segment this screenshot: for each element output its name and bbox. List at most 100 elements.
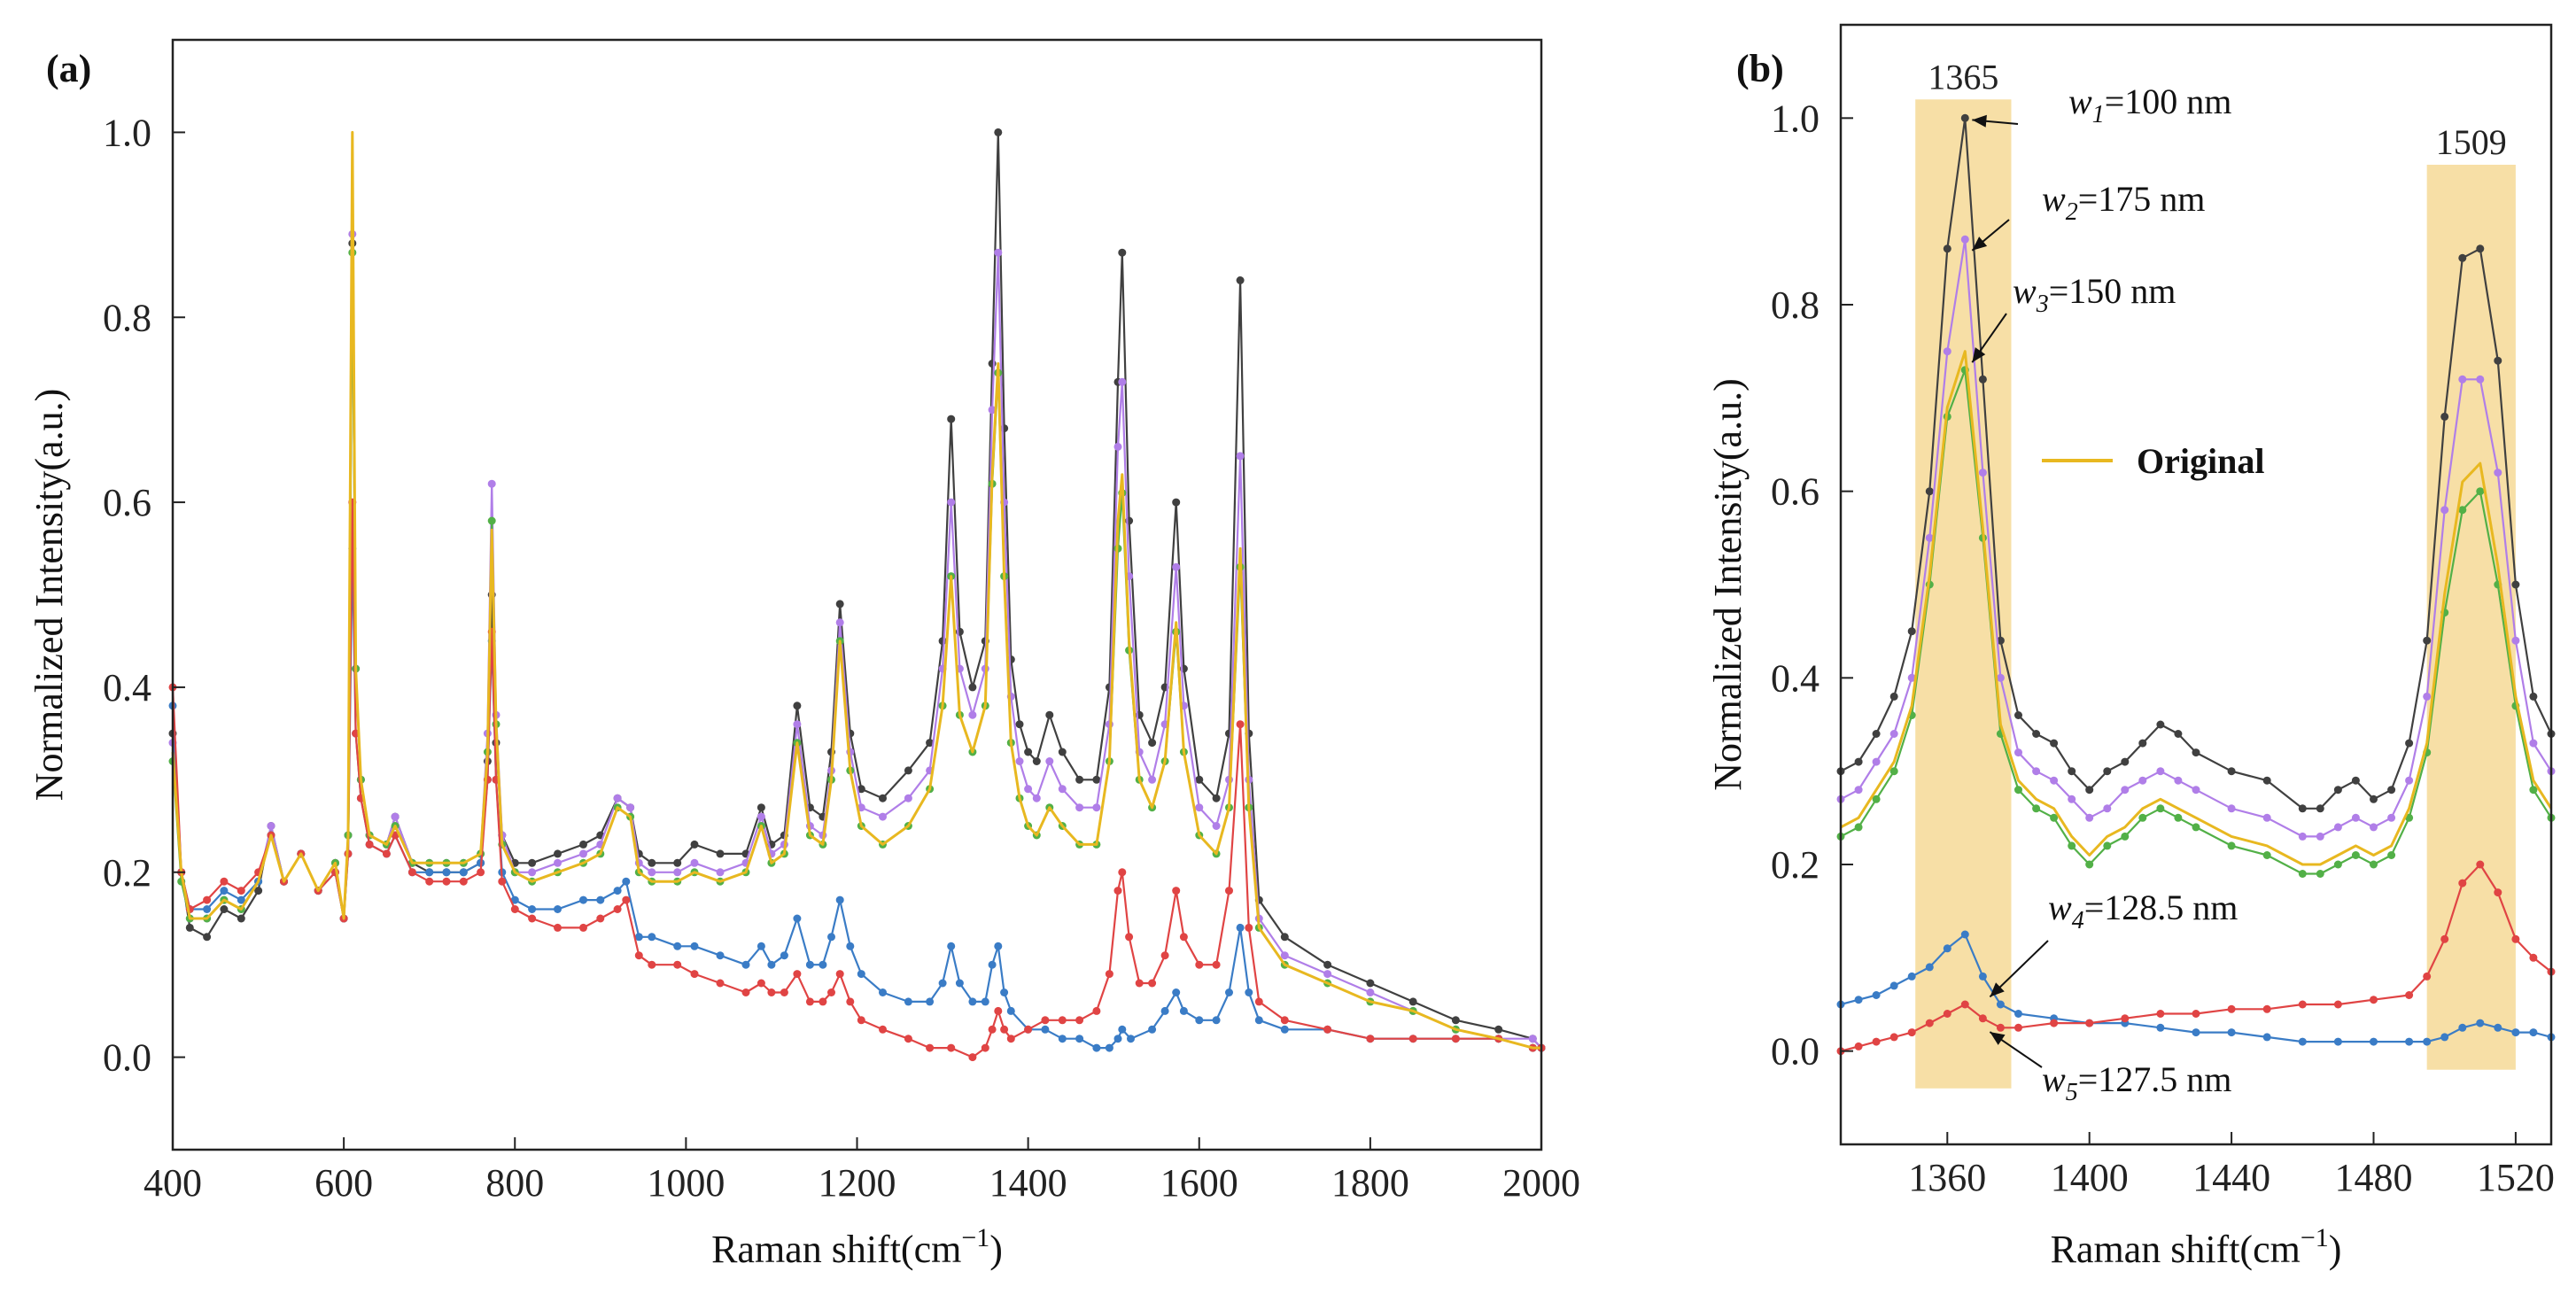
panel-a-point-w5 bbox=[716, 979, 725, 988]
panel-a-point-w5 bbox=[846, 997, 855, 1006]
panel-a-point-w5 bbox=[510, 905, 519, 913]
panel-b-xtick-label: 1480 bbox=[2335, 1156, 2413, 1199]
panel-b-point-w5 bbox=[2262, 1004, 2271, 1013]
panel-b-point-w3 bbox=[2316, 870, 2324, 878]
panel-b-point-w2 bbox=[2103, 804, 2112, 813]
panel-a-point-w5 bbox=[1254, 997, 1263, 1006]
panel-a-point-w5 bbox=[596, 914, 605, 923]
panel-b-point-w4 bbox=[1960, 930, 1969, 939]
panel-a-point-w5 bbox=[904, 1035, 912, 1043]
panel-b-ytick-label: 1.0 bbox=[1771, 97, 1819, 140]
panel-a-point-w1 bbox=[1092, 775, 1101, 784]
panel-b-point-w1 bbox=[2511, 580, 2520, 589]
panel-a-point-w5 bbox=[741, 988, 750, 996]
panel-b-series-w5 bbox=[1836, 860, 2556, 1056]
panel-a-point-w1 bbox=[1172, 498, 1181, 507]
panel-a-point-w5 bbox=[968, 1053, 977, 1062]
panel-a-point-w2 bbox=[1172, 562, 1181, 571]
panel-b-point-w1 bbox=[1889, 692, 1898, 701]
panel-b-point-w1 bbox=[2192, 748, 2200, 757]
panel-b-point-w2 bbox=[2333, 823, 2342, 832]
panel-b-point-w2 bbox=[2050, 776, 2059, 785]
panel-a-point-w4 bbox=[879, 988, 887, 996]
panel-a-point-w4 bbox=[1006, 1006, 1015, 1015]
panel-a-point-w4 bbox=[528, 905, 537, 913]
panel-b-point-w1 bbox=[2316, 804, 2324, 813]
panel-a-point-w5 bbox=[1075, 1016, 1084, 1025]
panel-b-point-w4 bbox=[2494, 1023, 2502, 1032]
panel-a-point-w1 bbox=[220, 905, 229, 913]
panel-a-point-w1 bbox=[1015, 720, 1024, 729]
panel-b-point-w3 bbox=[2174, 813, 2183, 822]
panel-a-point-w2 bbox=[1323, 970, 1332, 979]
panel-a-point-w5 bbox=[477, 868, 485, 877]
panel-a-point-w4 bbox=[994, 942, 1003, 950]
panel-a-series-w2 bbox=[168, 229, 1546, 1052]
panel-b-point-w4 bbox=[2014, 1010, 2022, 1018]
panel-a-point-w2 bbox=[757, 812, 765, 821]
panel-b-ytick-label: 0.6 bbox=[1771, 470, 1819, 514]
panel-b-point-w5 bbox=[2014, 1023, 2022, 1032]
panel-a-point-w2 bbox=[1032, 794, 1041, 802]
legend-label-original: Original bbox=[2137, 441, 2264, 481]
panel-b-point-w2 bbox=[2511, 636, 2520, 645]
panel-b-point-w3 bbox=[2032, 804, 2041, 813]
panel-b-point-w3 bbox=[1889, 767, 1898, 776]
panel-a-point-w2 bbox=[1092, 803, 1101, 812]
panel-b-point-w5 bbox=[2121, 1014, 2130, 1023]
panel-a-point-w5 bbox=[835, 970, 844, 979]
panel-b-highlight-bands: 1365 1509 bbox=[1915, 57, 2516, 1089]
panel-b-point-w1 bbox=[2529, 692, 2538, 701]
panel-a-point-w1 bbox=[947, 415, 956, 423]
panel-a-point-w4 bbox=[673, 942, 682, 950]
panel-a-ytick-label: 0.6 bbox=[103, 481, 151, 524]
panel-a-point-w5 bbox=[1408, 1035, 1417, 1043]
panel-a-point-w1 bbox=[926, 739, 935, 748]
panel-b-point-w1 bbox=[1907, 627, 1916, 636]
panel-b-ylabel: Normalized Intensity(a.u.) bbox=[1706, 378, 1750, 791]
panel-b-point-w1 bbox=[2423, 636, 2432, 645]
panel-a-point-w5 bbox=[622, 895, 631, 904]
panel-b-xtick-label: 1400 bbox=[2051, 1156, 2129, 1199]
panel-b-point-w1 bbox=[2121, 757, 2130, 766]
panel-b-point-w1 bbox=[2138, 739, 2147, 748]
panel-a-xtick-label: 400 bbox=[144, 1161, 202, 1205]
panel-a-point-w5 bbox=[1006, 1035, 1015, 1043]
panel-a-point-w4 bbox=[1075, 1035, 1084, 1043]
panel-b-xtick-label: 1440 bbox=[2192, 1156, 2270, 1199]
panel-b-point-w4 bbox=[1872, 991, 1881, 999]
panel-a-point-w2 bbox=[1015, 757, 1024, 765]
panel-b-point-w2 bbox=[2494, 469, 2502, 477]
panel-b-point-w4 bbox=[2440, 1033, 2449, 1042]
panel-b-point-w3 bbox=[2333, 860, 2342, 869]
panel-b-point-w1 bbox=[2103, 767, 2112, 776]
panel-b-point-w3 bbox=[2138, 813, 2147, 822]
panel-a-point-w1 bbox=[857, 785, 865, 794]
panel-a-series-w1 bbox=[168, 128, 1546, 1052]
panel-a-point-w1 bbox=[528, 858, 537, 867]
panel-a-point-w1 bbox=[1058, 748, 1067, 756]
panel-b-point-w4 bbox=[2192, 1028, 2200, 1037]
panel-b-line-w1 bbox=[1840, 117, 2552, 810]
panel-a-point-w5 bbox=[1135, 979, 1144, 988]
panel-a-point-w4 bbox=[757, 942, 765, 950]
panel-a-point-w2 bbox=[1058, 785, 1067, 794]
panel-a-point-w5 bbox=[1113, 887, 1122, 895]
panel-a-point-w1 bbox=[1280, 933, 1289, 942]
annotation-arrowhead-w5 bbox=[1990, 1032, 2006, 1045]
panel-a-xlabel: Raman shift(cm−1) bbox=[711, 1223, 1003, 1271]
panel-a-point-w5 bbox=[805, 997, 814, 1006]
panel-a-point-w1 bbox=[254, 887, 263, 895]
panel-b-point-w5 bbox=[2494, 888, 2502, 897]
panel-b-point-w2 bbox=[2068, 795, 2076, 803]
panel-b-point-w2 bbox=[2156, 767, 2165, 776]
annotation-arrowhead-w3 bbox=[1972, 347, 1986, 363]
panel-a-point-w1 bbox=[716, 849, 725, 858]
panel-a-point-w4 bbox=[1172, 988, 1181, 996]
panel-b-point-w2 bbox=[1996, 673, 2005, 682]
annotation-label-w5: w5=127.5 nm bbox=[2042, 1059, 2231, 1106]
panel-a-point-w5 bbox=[926, 1043, 935, 1052]
panel-a-xtick-label: 1000 bbox=[647, 1161, 725, 1205]
panel-b-point-w5 bbox=[1854, 1042, 1863, 1050]
panel-a-ytick-label: 0.8 bbox=[103, 296, 151, 339]
